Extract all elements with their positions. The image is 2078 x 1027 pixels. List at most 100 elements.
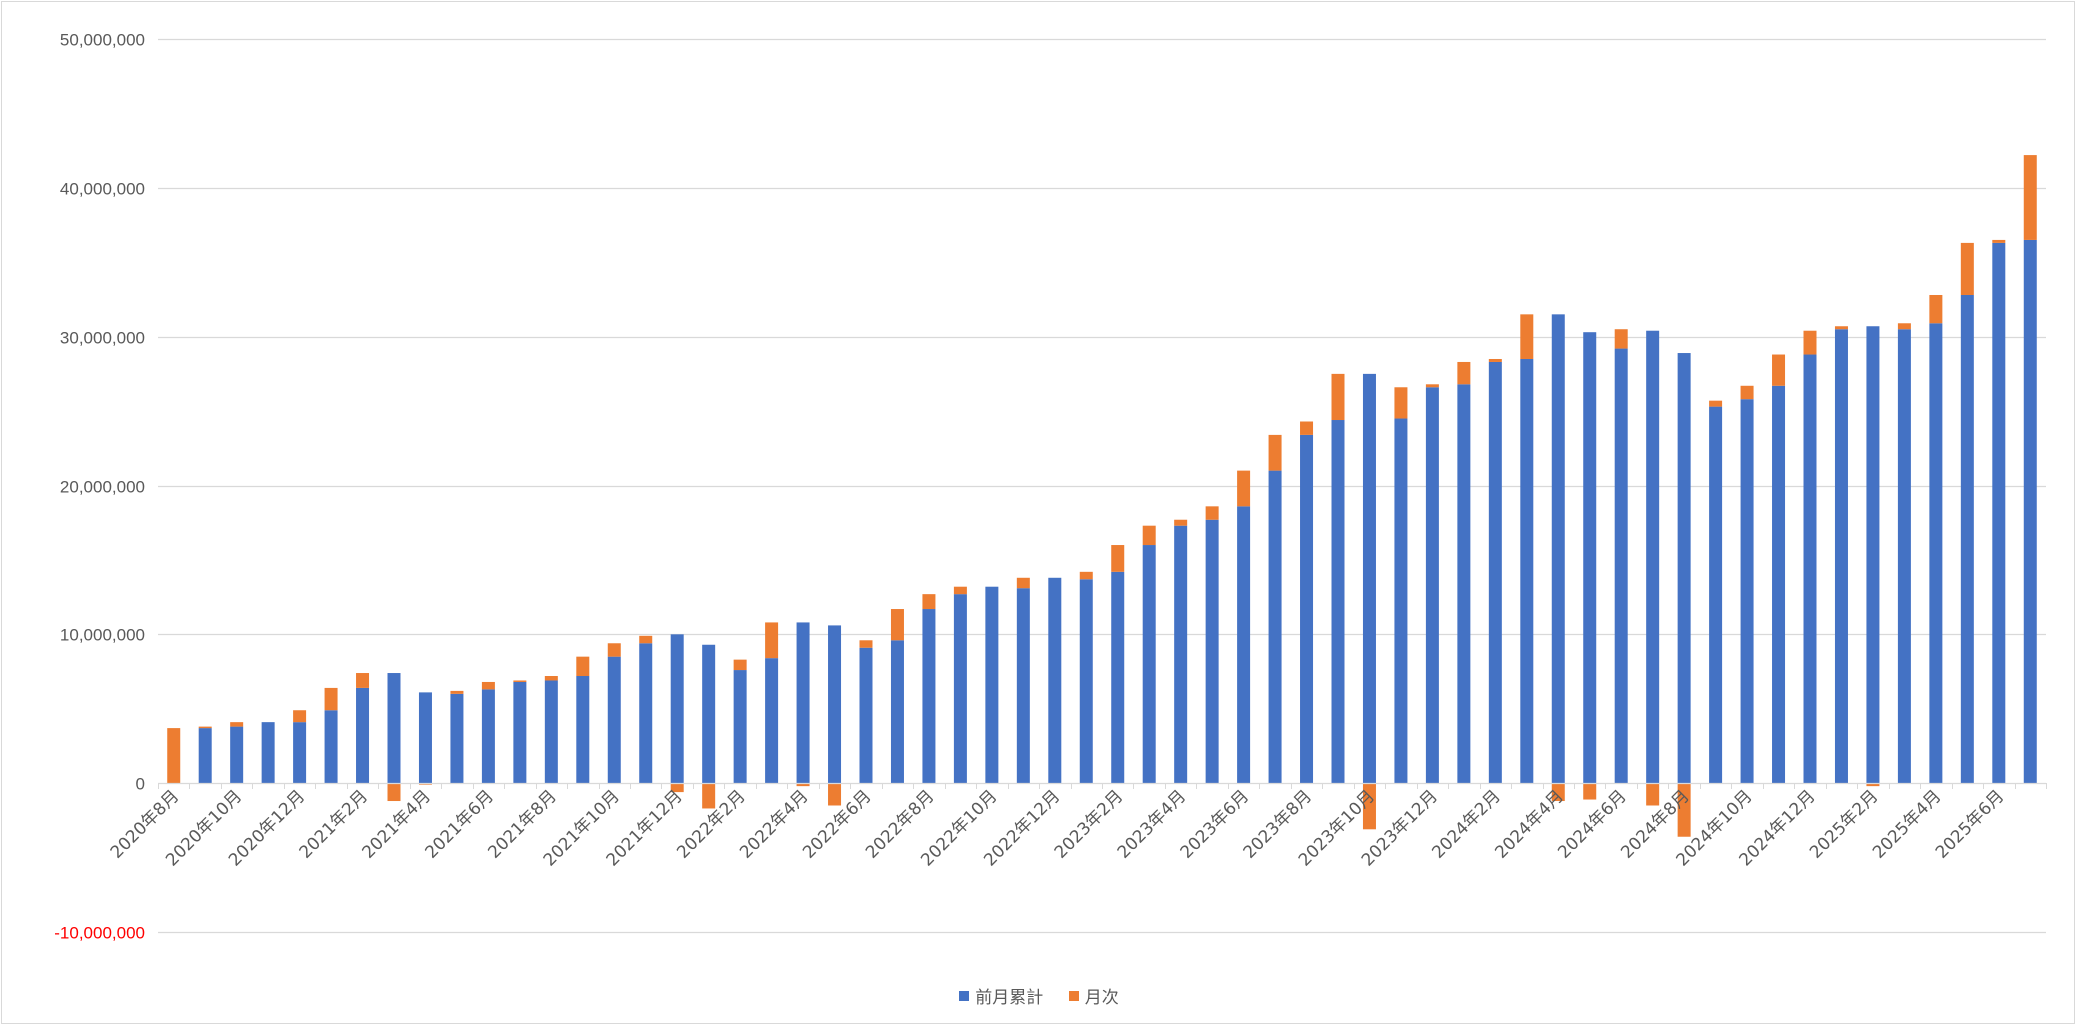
bar-cumulative [1646, 330, 1660, 784]
bar-monthly [481, 681, 495, 690]
bar-monthly [293, 710, 307, 723]
y-tick-label: 30,000,000 [60, 329, 145, 348]
bar-cumulative [1394, 418, 1408, 784]
bar-monthly [670, 783, 684, 793]
bar-cumulative [1488, 361, 1502, 784]
bar-monthly [1992, 239, 2006, 243]
bar-monthly [1394, 387, 1408, 419]
bar-monthly [1079, 571, 1093, 580]
bar-cumulative [450, 693, 464, 784]
bar-cumulative [1709, 406, 1723, 784]
bar-cumulative [1866, 326, 1880, 784]
bar-cumulative [1677, 353, 1691, 784]
bar-monthly [1142, 525, 1156, 546]
bar-monthly [607, 643, 621, 657]
bar-monthly [1897, 323, 1911, 330]
bar-monthly [1237, 470, 1251, 507]
y-tick-label: 40,000,000 [60, 180, 145, 199]
bar-monthly [1740, 385, 1754, 400]
bar-monthly [1457, 361, 1471, 385]
bar-monthly [450, 690, 464, 694]
bar-monthly [387, 783, 401, 802]
bar-monthly [1803, 330, 1817, 355]
bar-monthly [922, 594, 936, 610]
bar-monthly [1866, 783, 1880, 787]
bar-monthly [576, 656, 590, 677]
bar-cumulative [1362, 373, 1376, 784]
bar-cumulative [1614, 348, 1628, 784]
bar-cumulative [324, 710, 338, 784]
bar-monthly [544, 676, 558, 681]
bar-monthly [1583, 783, 1597, 800]
bar-monthly [796, 783, 810, 787]
bar-cumulative [1740, 399, 1754, 784]
bar-cumulative [481, 689, 495, 784]
bar-cumulative [796, 622, 810, 784]
bar-cumulative [1520, 358, 1534, 784]
bar-cumulative [733, 670, 747, 784]
bar-monthly [1331, 373, 1345, 421]
bar-monthly [198, 726, 212, 729]
bar-cumulative [1929, 323, 1943, 784]
y-axis-labels: 50,000,000 40,000,000 30,000,000 20,000,000… [54, 31, 145, 943]
bar-cumulative [1960, 294, 1974, 784]
bar-monthly [1646, 783, 1660, 806]
bars [167, 155, 2037, 837]
bar-cumulative [670, 634, 684, 784]
bar-cumulative [261, 722, 275, 784]
bar-monthly [1300, 421, 1314, 435]
y-tick-label: 0 [136, 775, 145, 794]
bar-cumulative [513, 681, 527, 784]
bar-cumulative [544, 680, 558, 784]
y-tick-label: 20,000,000 [60, 478, 145, 497]
bar-cumulative [1803, 354, 1817, 784]
bar-cumulative [1425, 387, 1439, 784]
bar-monthly [1614, 329, 1628, 349]
bar-cumulative [1237, 506, 1251, 784]
bar-monthly [1709, 400, 1723, 407]
x-tick-label: 2025年6月 [1932, 786, 2008, 862]
bar-cumulative [639, 643, 653, 784]
bar-cumulative [1992, 242, 2006, 784]
bar-monthly [733, 659, 747, 671]
bar-monthly [890, 609, 904, 641]
bar-cumulative [1016, 588, 1030, 784]
bar-cumulative [1048, 577, 1062, 784]
bar-monthly [1362, 783, 1376, 830]
bar-cumulative [1300, 434, 1314, 784]
bar-cumulative [356, 687, 370, 784]
bar-monthly [765, 622, 779, 659]
bar-monthly [1488, 358, 1502, 362]
bar-monthly [953, 586, 967, 595]
bar-monthly [356, 673, 370, 688]
bar-cumulative [1772, 385, 1786, 784]
bar-cumulative [1174, 525, 1188, 784]
bar-cumulative [1205, 519, 1219, 784]
bar-monthly [1205, 506, 1219, 520]
bar-monthly [1551, 783, 1565, 802]
bar-cumulative [953, 594, 967, 784]
bar-monthly [639, 635, 653, 644]
bar-cumulative [985, 586, 999, 784]
bar-cumulative [576, 676, 590, 784]
y-tick-label: 50,000,000 [60, 31, 145, 50]
bar-cumulative [1268, 470, 1282, 784]
bar-monthly [1929, 294, 1943, 324]
bar-cumulative [230, 726, 244, 784]
legend-swatch-cumulative [959, 990, 970, 1001]
legend-swatch-monthly [1068, 990, 1079, 1001]
bar-monthly [1016, 577, 1030, 589]
bar-cumulative [1079, 579, 1093, 784]
bar-monthly [1268, 434, 1282, 471]
bar-cumulative [765, 658, 779, 784]
y-tick-label: -10,000,000 [54, 924, 145, 943]
bar-monthly [513, 680, 527, 682]
bar-cumulative [1551, 314, 1565, 784]
bar-cumulative [1142, 545, 1156, 784]
bar-monthly [1425, 384, 1439, 388]
bar-monthly [1111, 545, 1125, 572]
bar-monthly [2023, 155, 2037, 240]
bar-cumulative [418, 692, 432, 784]
bar-cumulative [1897, 329, 1911, 784]
